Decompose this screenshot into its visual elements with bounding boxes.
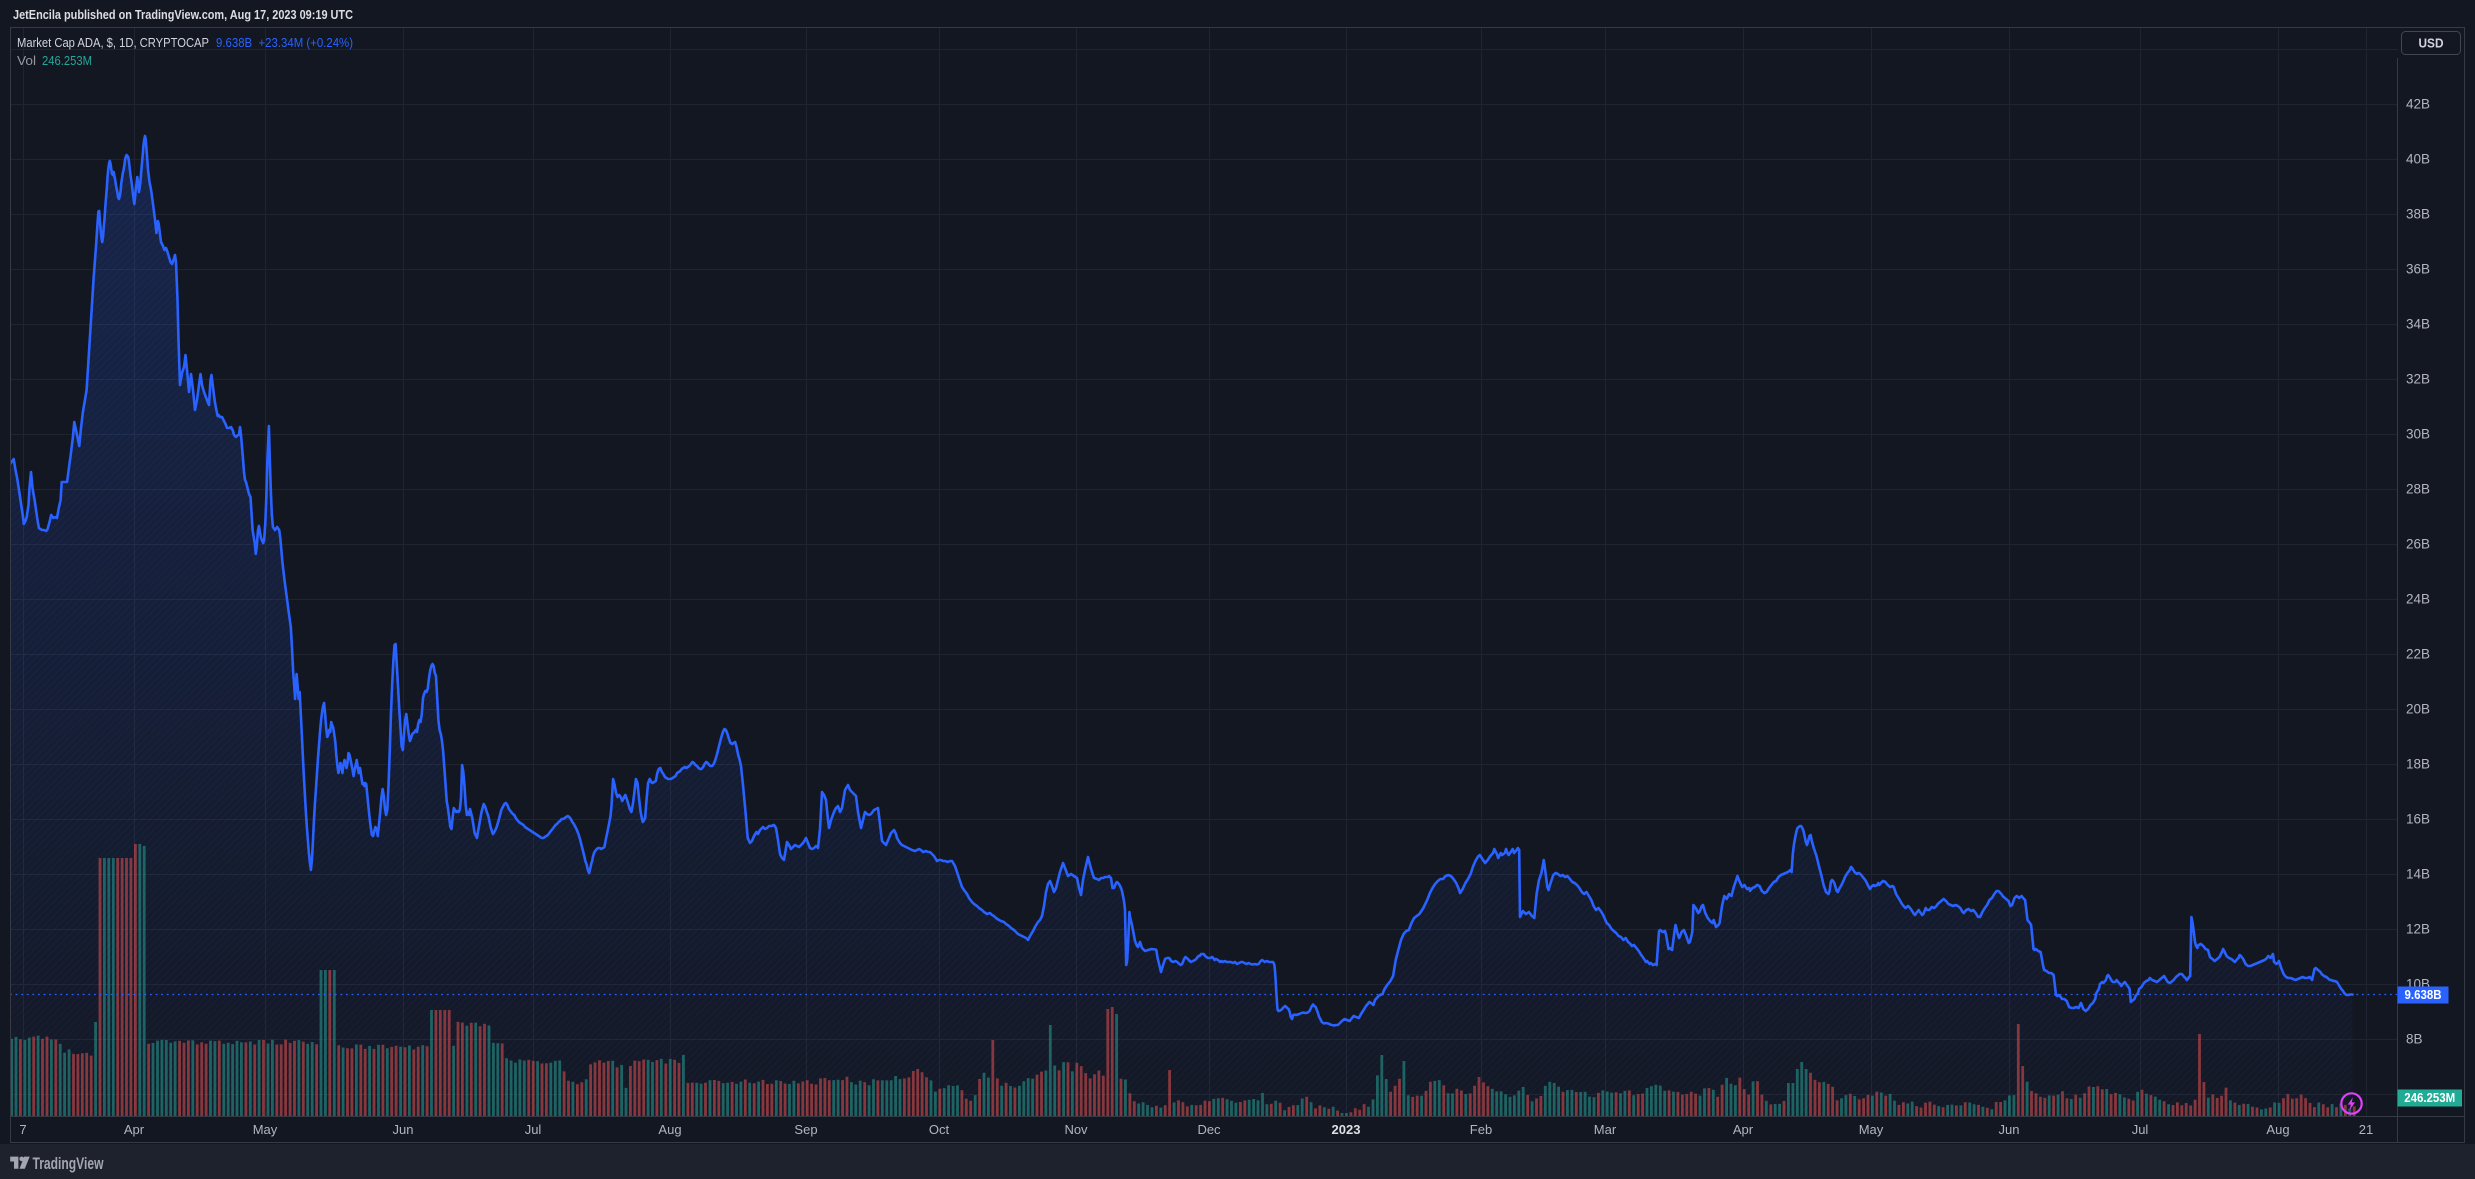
svg-text:Aug: Aug	[658, 1122, 681, 1137]
svg-text:JetEncila published on Trading: JetEncila published on TradingView.com, …	[13, 7, 354, 22]
svg-text:38B: 38B	[2406, 207, 2430, 222]
svg-text:246.253M: 246.253M	[42, 53, 92, 68]
svg-text:8B: 8B	[2406, 1032, 2423, 1047]
svg-text:Market Cap ADA, $, 1D, CRYPTOC: Market Cap ADA, $, 1D, CRYPTOCAP	[17, 35, 209, 50]
svg-text:20B: 20B	[2406, 702, 2430, 717]
svg-text:Jul: Jul	[2132, 1122, 2149, 1137]
svg-text:Apr: Apr	[1733, 1122, 1754, 1137]
svg-text:Oct: Oct	[929, 1122, 950, 1137]
svg-text:9.638B: 9.638B	[2405, 987, 2442, 1002]
svg-text:Jun: Jun	[1999, 1122, 2020, 1137]
svg-text:36B: 36B	[2406, 262, 2430, 277]
svg-text:May: May	[253, 1122, 278, 1137]
svg-text:30B: 30B	[2406, 427, 2430, 442]
svg-text:Vol: Vol	[17, 53, 36, 68]
svg-text:May: May	[1859, 1122, 1884, 1137]
svg-text:USD: USD	[2419, 37, 2444, 51]
svg-text:Jun: Jun	[393, 1122, 414, 1137]
svg-text:Sep: Sep	[794, 1122, 817, 1137]
svg-text:9.638B +23.34M (+0.24%): 9.638B +23.34M (+0.24%)	[216, 35, 353, 50]
svg-text:12B: 12B	[2406, 922, 2430, 937]
svg-text:2023: 2023	[1332, 1122, 1361, 1137]
svg-text:Apr: Apr	[124, 1122, 145, 1137]
svg-text:Dec: Dec	[1197, 1122, 1221, 1137]
svg-text:42B: 42B	[2406, 97, 2430, 112]
svg-text:TradingView: TradingView	[33, 1155, 104, 1173]
svg-text:Aug: Aug	[2266, 1122, 2289, 1137]
svg-text:34B: 34B	[2406, 317, 2430, 332]
svg-text:24B: 24B	[2406, 592, 2430, 607]
svg-text:Feb: Feb	[1470, 1122, 1492, 1137]
svg-text:40B: 40B	[2406, 152, 2430, 167]
svg-text:Jul: Jul	[525, 1122, 542, 1137]
svg-text:246.253M: 246.253M	[2404, 1090, 2455, 1105]
svg-text:21: 21	[2359, 1122, 2373, 1137]
svg-text:16B: 16B	[2406, 812, 2430, 827]
svg-text:14B: 14B	[2406, 867, 2430, 882]
svg-text:Mar: Mar	[1594, 1122, 1617, 1137]
svg-text:32B: 32B	[2406, 372, 2430, 387]
svg-text:Nov: Nov	[1064, 1122, 1088, 1137]
svg-text:22B: 22B	[2406, 647, 2430, 662]
svg-text:28B: 28B	[2406, 482, 2430, 497]
svg-text:7: 7	[19, 1122, 26, 1137]
svg-text:18B: 18B	[2406, 757, 2430, 772]
svg-text:26B: 26B	[2406, 537, 2430, 552]
